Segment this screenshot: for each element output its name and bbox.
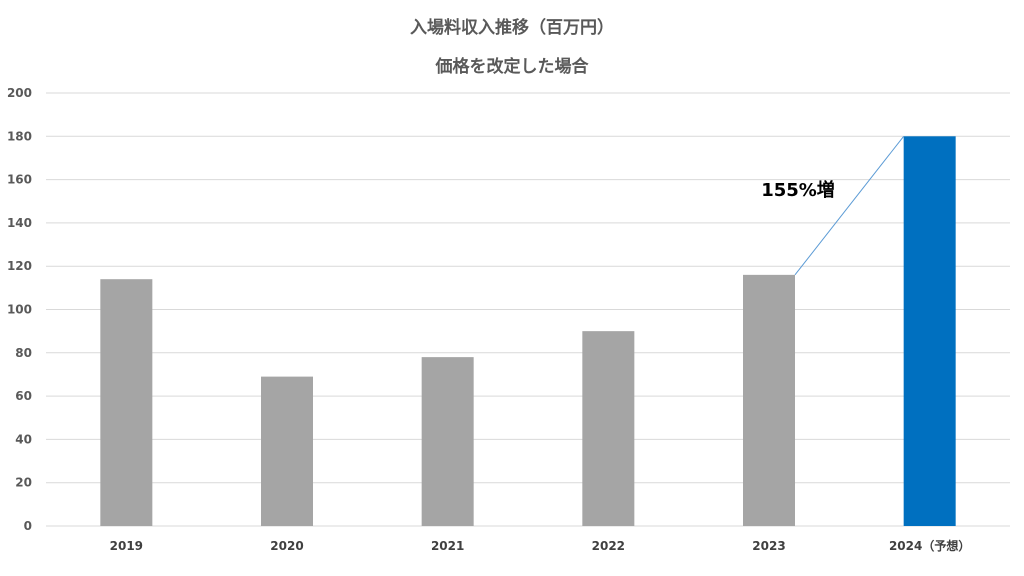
x-tick-label: 2023 [752, 539, 785, 553]
bar-5 [903, 136, 956, 527]
y-tick-label: 0 [24, 519, 32, 533]
y-tick-label: 40 [15, 432, 32, 446]
growth-annotation-label: 155%増 [761, 179, 835, 201]
y-tick-label: 80 [15, 346, 32, 360]
bar-2 [421, 357, 474, 526]
y-axis: 0 20 40 60 80 100 120 140 160 180 200 [7, 86, 32, 533]
x-tick-label: 2019 [110, 539, 143, 553]
bars [100, 136, 956, 527]
y-tick-label: 100 [7, 303, 32, 317]
gridlines [46, 92, 1010, 527]
growth-connector-line [794, 135, 905, 276]
x-tick-label: 2020 [270, 539, 303, 553]
y-tick-label: 120 [7, 259, 32, 273]
growth-annotation: 155%増 [761, 135, 905, 276]
x-tick-label: 2022 [592, 539, 625, 553]
bar-4 [743, 274, 795, 526]
y-tick-label: 160 [7, 173, 32, 187]
bar-3 [582, 331, 635, 526]
chart-subtitle: 価格を改定した場合 [435, 56, 590, 77]
x-tick-label: 2024（予想） [889, 538, 970, 553]
y-tick-label: 200 [7, 86, 32, 100]
chart-title: 入場料収入推移（百万円） [410, 17, 614, 38]
y-tick-label: 60 [15, 389, 32, 403]
x-axis: 2019 2020 2021 2022 2023 2024（予想） [110, 538, 971, 553]
bar-1 [261, 376, 313, 526]
bar-0 [100, 279, 153, 526]
y-tick-label: 180 [7, 129, 32, 143]
y-tick-label: 20 [15, 476, 32, 490]
y-tick-label: 140 [7, 216, 32, 230]
x-tick-label: 2021 [431, 539, 464, 553]
